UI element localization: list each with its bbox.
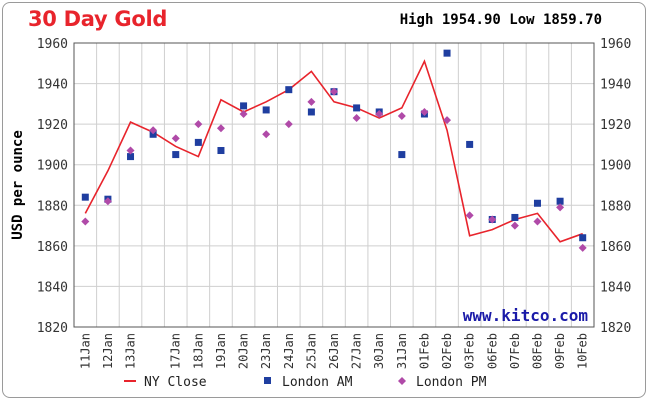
london-am-point bbox=[556, 197, 564, 205]
london-pm-point bbox=[284, 120, 293, 129]
london-pm-point bbox=[194, 120, 203, 129]
x-tick-label: 01Feb bbox=[417, 333, 431, 369]
y-tick-label-right: 1900 bbox=[600, 159, 631, 174]
london-am-point bbox=[285, 86, 293, 94]
legend-london-am-swatch bbox=[264, 377, 271, 384]
london-am-point bbox=[398, 151, 406, 159]
london-am-point bbox=[466, 140, 474, 148]
london-am-point bbox=[194, 138, 202, 146]
y-tick-label-right: 1960 bbox=[600, 37, 631, 52]
y-axis-label: USD per ounce bbox=[10, 130, 26, 240]
y-tick-label-right: 1920 bbox=[600, 118, 631, 133]
x-tick-label: 20Jan bbox=[237, 333, 251, 369]
y-tick-label-right: 1880 bbox=[600, 199, 631, 214]
y-tick-label-left: 1860 bbox=[37, 240, 68, 255]
x-tick-label: 18Jan bbox=[191, 333, 205, 369]
london-am-point bbox=[579, 234, 587, 242]
x-tick-label: 30Jan bbox=[372, 333, 386, 369]
london-pm-point bbox=[149, 126, 158, 135]
london-pm-point bbox=[510, 221, 519, 230]
x-tick-label: 02Feb bbox=[440, 333, 454, 369]
series-ny-close-line bbox=[84, 59, 583, 243]
chart-title: 30 Day Gold bbox=[28, 7, 168, 31]
london-pm-point bbox=[578, 243, 587, 252]
london-am-point bbox=[511, 213, 519, 221]
y-tick-label-left: 1840 bbox=[37, 280, 68, 295]
x-tick-label: 26Jan bbox=[327, 333, 341, 369]
london-am-point bbox=[443, 49, 451, 57]
legend-london-pm-swatch bbox=[398, 377, 406, 385]
london-am-point bbox=[172, 151, 180, 159]
london-pm-point bbox=[420, 107, 429, 116]
x-tick-label: 07Feb bbox=[508, 333, 522, 369]
london-am-point bbox=[240, 102, 248, 110]
london-pm-point bbox=[352, 114, 361, 123]
london-am-point bbox=[149, 130, 157, 138]
legend-label: London AM bbox=[282, 375, 353, 390]
x-tick-label: 19Jan bbox=[214, 333, 228, 369]
legend-london-am: London AM bbox=[264, 375, 353, 390]
kitco-watermark: www.kitco.com bbox=[463, 306, 589, 325]
legend-label: London PM bbox=[416, 375, 487, 390]
x-tick-label: 08Feb bbox=[530, 333, 544, 369]
london-pm-point bbox=[397, 112, 406, 121]
london-pm-point bbox=[330, 87, 338, 96]
x-tick-label: 25Jan bbox=[304, 333, 318, 369]
london-pm-point bbox=[488, 215, 497, 224]
y-tick-label-left: 1880 bbox=[37, 199, 68, 214]
london-am-point bbox=[217, 147, 225, 155]
x-tick-label: 24Jan bbox=[282, 333, 296, 369]
legend-label: NY Close bbox=[144, 375, 207, 390]
legend-ny-close: NY Close bbox=[124, 375, 207, 390]
london-am-point bbox=[533, 199, 541, 207]
x-tick-label: 09Feb bbox=[553, 333, 567, 369]
y-tick-label-left: 1820 bbox=[37, 321, 68, 336]
london-am-point bbox=[81, 193, 89, 201]
x-tick-label: 31Jan bbox=[395, 333, 409, 369]
london-pm-point bbox=[307, 97, 316, 106]
x-tick-label: 10Feb bbox=[576, 333, 590, 369]
x-tick-label: 12Jan bbox=[101, 333, 115, 369]
london-pm-point bbox=[443, 116, 452, 125]
london-pm-point bbox=[556, 203, 565, 212]
x-tick-label: 27Jan bbox=[350, 333, 364, 369]
plot-border bbox=[73, 42, 595, 328]
x-tick-label: 17Jan bbox=[169, 333, 183, 369]
high-low-readout: High 1954.90 Low 1859.70 bbox=[399, 12, 602, 28]
london-pm-point bbox=[262, 130, 271, 139]
london-pm-point bbox=[103, 197, 112, 206]
london-am-point bbox=[127, 153, 135, 161]
x-tick-label: 03Feb bbox=[463, 333, 477, 369]
y-tick-label-left: 1960 bbox=[37, 37, 68, 52]
london-pm-point bbox=[81, 217, 90, 226]
london-am-point bbox=[307, 108, 315, 116]
x-tick-label: 11Jan bbox=[78, 333, 92, 369]
london-pm-point bbox=[171, 134, 180, 143]
london-pm-point bbox=[216, 124, 225, 133]
x-tick-label: 06Feb bbox=[485, 333, 499, 369]
london-pm-point bbox=[126, 146, 135, 155]
y-tick-label-right: 1840 bbox=[600, 280, 631, 295]
london-am-point bbox=[353, 104, 361, 112]
london-pm-point bbox=[239, 110, 248, 118]
y-tick-label-left: 1940 bbox=[37, 78, 68, 93]
y-tick-label-left: 1900 bbox=[37, 159, 68, 174]
x-tick-label: 23Jan bbox=[259, 333, 273, 369]
y-tick-label-right: 1860 bbox=[600, 240, 631, 255]
london-pm-point bbox=[533, 217, 542, 226]
x-tick-label: 13Jan bbox=[124, 333, 138, 369]
y-tick-label-right: 1940 bbox=[600, 78, 631, 93]
y-tick-label-right: 1820 bbox=[600, 321, 631, 336]
legend-london-pm: London PM bbox=[398, 375, 487, 390]
y-tick-label-left: 1920 bbox=[37, 118, 68, 133]
london-pm-point bbox=[375, 110, 384, 118]
london-am-point bbox=[262, 106, 270, 114]
plot-area bbox=[74, 43, 594, 327]
london-pm-point bbox=[465, 211, 474, 220]
